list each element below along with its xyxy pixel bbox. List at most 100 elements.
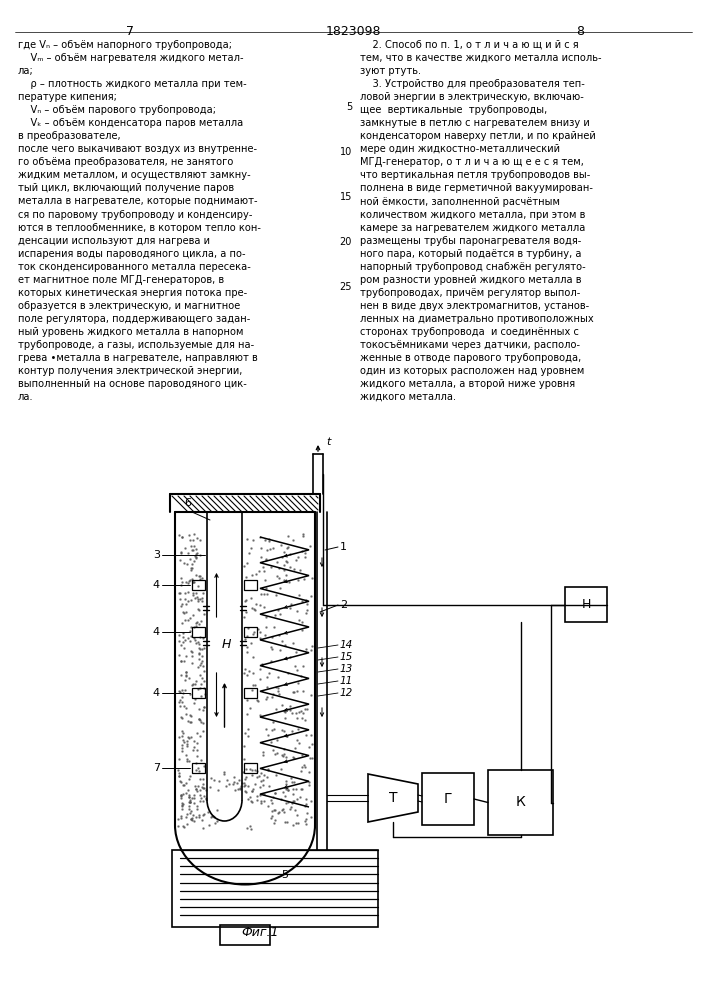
Point: [228, 776, 239, 792]
Point: [184, 686, 195, 702]
Point: [194, 532, 206, 548]
Point: [274, 642, 286, 658]
Point: [199, 758, 210, 774]
Point: [173, 729, 185, 745]
Point: [296, 703, 307, 719]
Point: [177, 689, 188, 705]
Point: [194, 629, 206, 645]
Point: [288, 532, 299, 548]
Point: [255, 624, 266, 640]
Point: [175, 787, 186, 803]
Point: [255, 661, 266, 677]
Point: [180, 775, 192, 791]
Point: [176, 574, 187, 590]
Point: [277, 784, 288, 800]
Point: [283, 528, 294, 544]
Point: [197, 630, 209, 646]
Point: [275, 791, 286, 807]
Point: [246, 540, 257, 556]
Point: [273, 627, 284, 643]
Point: [300, 545, 311, 561]
Point: [185, 560, 197, 576]
Point: [243, 663, 255, 679]
Point: [198, 771, 209, 787]
Point: [187, 571, 198, 587]
Text: 10: 10: [340, 147, 352, 157]
Point: [244, 545, 255, 561]
Point: [276, 697, 287, 713]
Point: [199, 699, 210, 715]
Point: [276, 722, 287, 738]
Point: [241, 555, 252, 571]
Point: [175, 591, 186, 607]
Point: [265, 653, 276, 669]
Point: [179, 777, 190, 793]
Point: [184, 527, 195, 543]
Point: [214, 773, 225, 789]
Point: [174, 585, 185, 601]
Point: [196, 613, 207, 629]
Point: [244, 700, 255, 716]
Point: [179, 819, 190, 835]
Point: [173, 765, 185, 781]
Point: [274, 560, 285, 576]
Point: [181, 664, 192, 680]
Point: [189, 790, 200, 806]
Point: [235, 778, 246, 794]
Point: [246, 783, 257, 799]
Point: [240, 592, 252, 608]
Point: [258, 599, 269, 615]
Point: [194, 657, 206, 673]
Point: [298, 526, 309, 542]
Point: [296, 593, 308, 609]
Point: [175, 570, 187, 586]
Point: [239, 725, 250, 741]
Point: [291, 710, 303, 726]
Point: [182, 612, 194, 628]
Point: [175, 637, 187, 653]
Point: [188, 526, 199, 542]
Point: [183, 771, 194, 787]
Point: [196, 641, 207, 657]
Point: [190, 762, 201, 778]
Point: [255, 773, 267, 789]
Point: [242, 692, 253, 708]
Point: [194, 728, 205, 744]
Point: [287, 817, 298, 833]
Point: [246, 783, 257, 799]
Point: [305, 809, 317, 825]
Point: [197, 670, 208, 686]
Point: [192, 601, 204, 617]
Point: [304, 764, 315, 780]
Point: [177, 740, 188, 756]
Point: [287, 749, 298, 765]
Point: [182, 575, 194, 591]
Point: [244, 789, 255, 805]
Point: [303, 739, 315, 755]
Point: [253, 563, 264, 579]
Point: [287, 781, 298, 797]
Point: [191, 798, 202, 814]
Text: 15: 15: [339, 192, 352, 202]
Bar: [192, 688, 205, 698]
Point: [181, 733, 192, 749]
Point: [281, 701, 293, 717]
Point: [194, 771, 205, 787]
Point: [259, 563, 270, 579]
Point: [177, 629, 189, 645]
Point: [185, 714, 196, 730]
Point: [281, 554, 293, 570]
Point: [242, 639, 253, 655]
Point: [245, 635, 257, 651]
Point: [305, 793, 317, 809]
Point: [185, 805, 196, 821]
Point: [300, 641, 312, 657]
Point: [240, 569, 252, 585]
Point: [246, 682, 257, 698]
Point: [263, 665, 274, 681]
Point: [184, 551, 195, 567]
Text: Н: Н: [581, 598, 590, 611]
Point: [286, 799, 297, 815]
Point: [304, 750, 315, 766]
Point: [296, 543, 308, 559]
